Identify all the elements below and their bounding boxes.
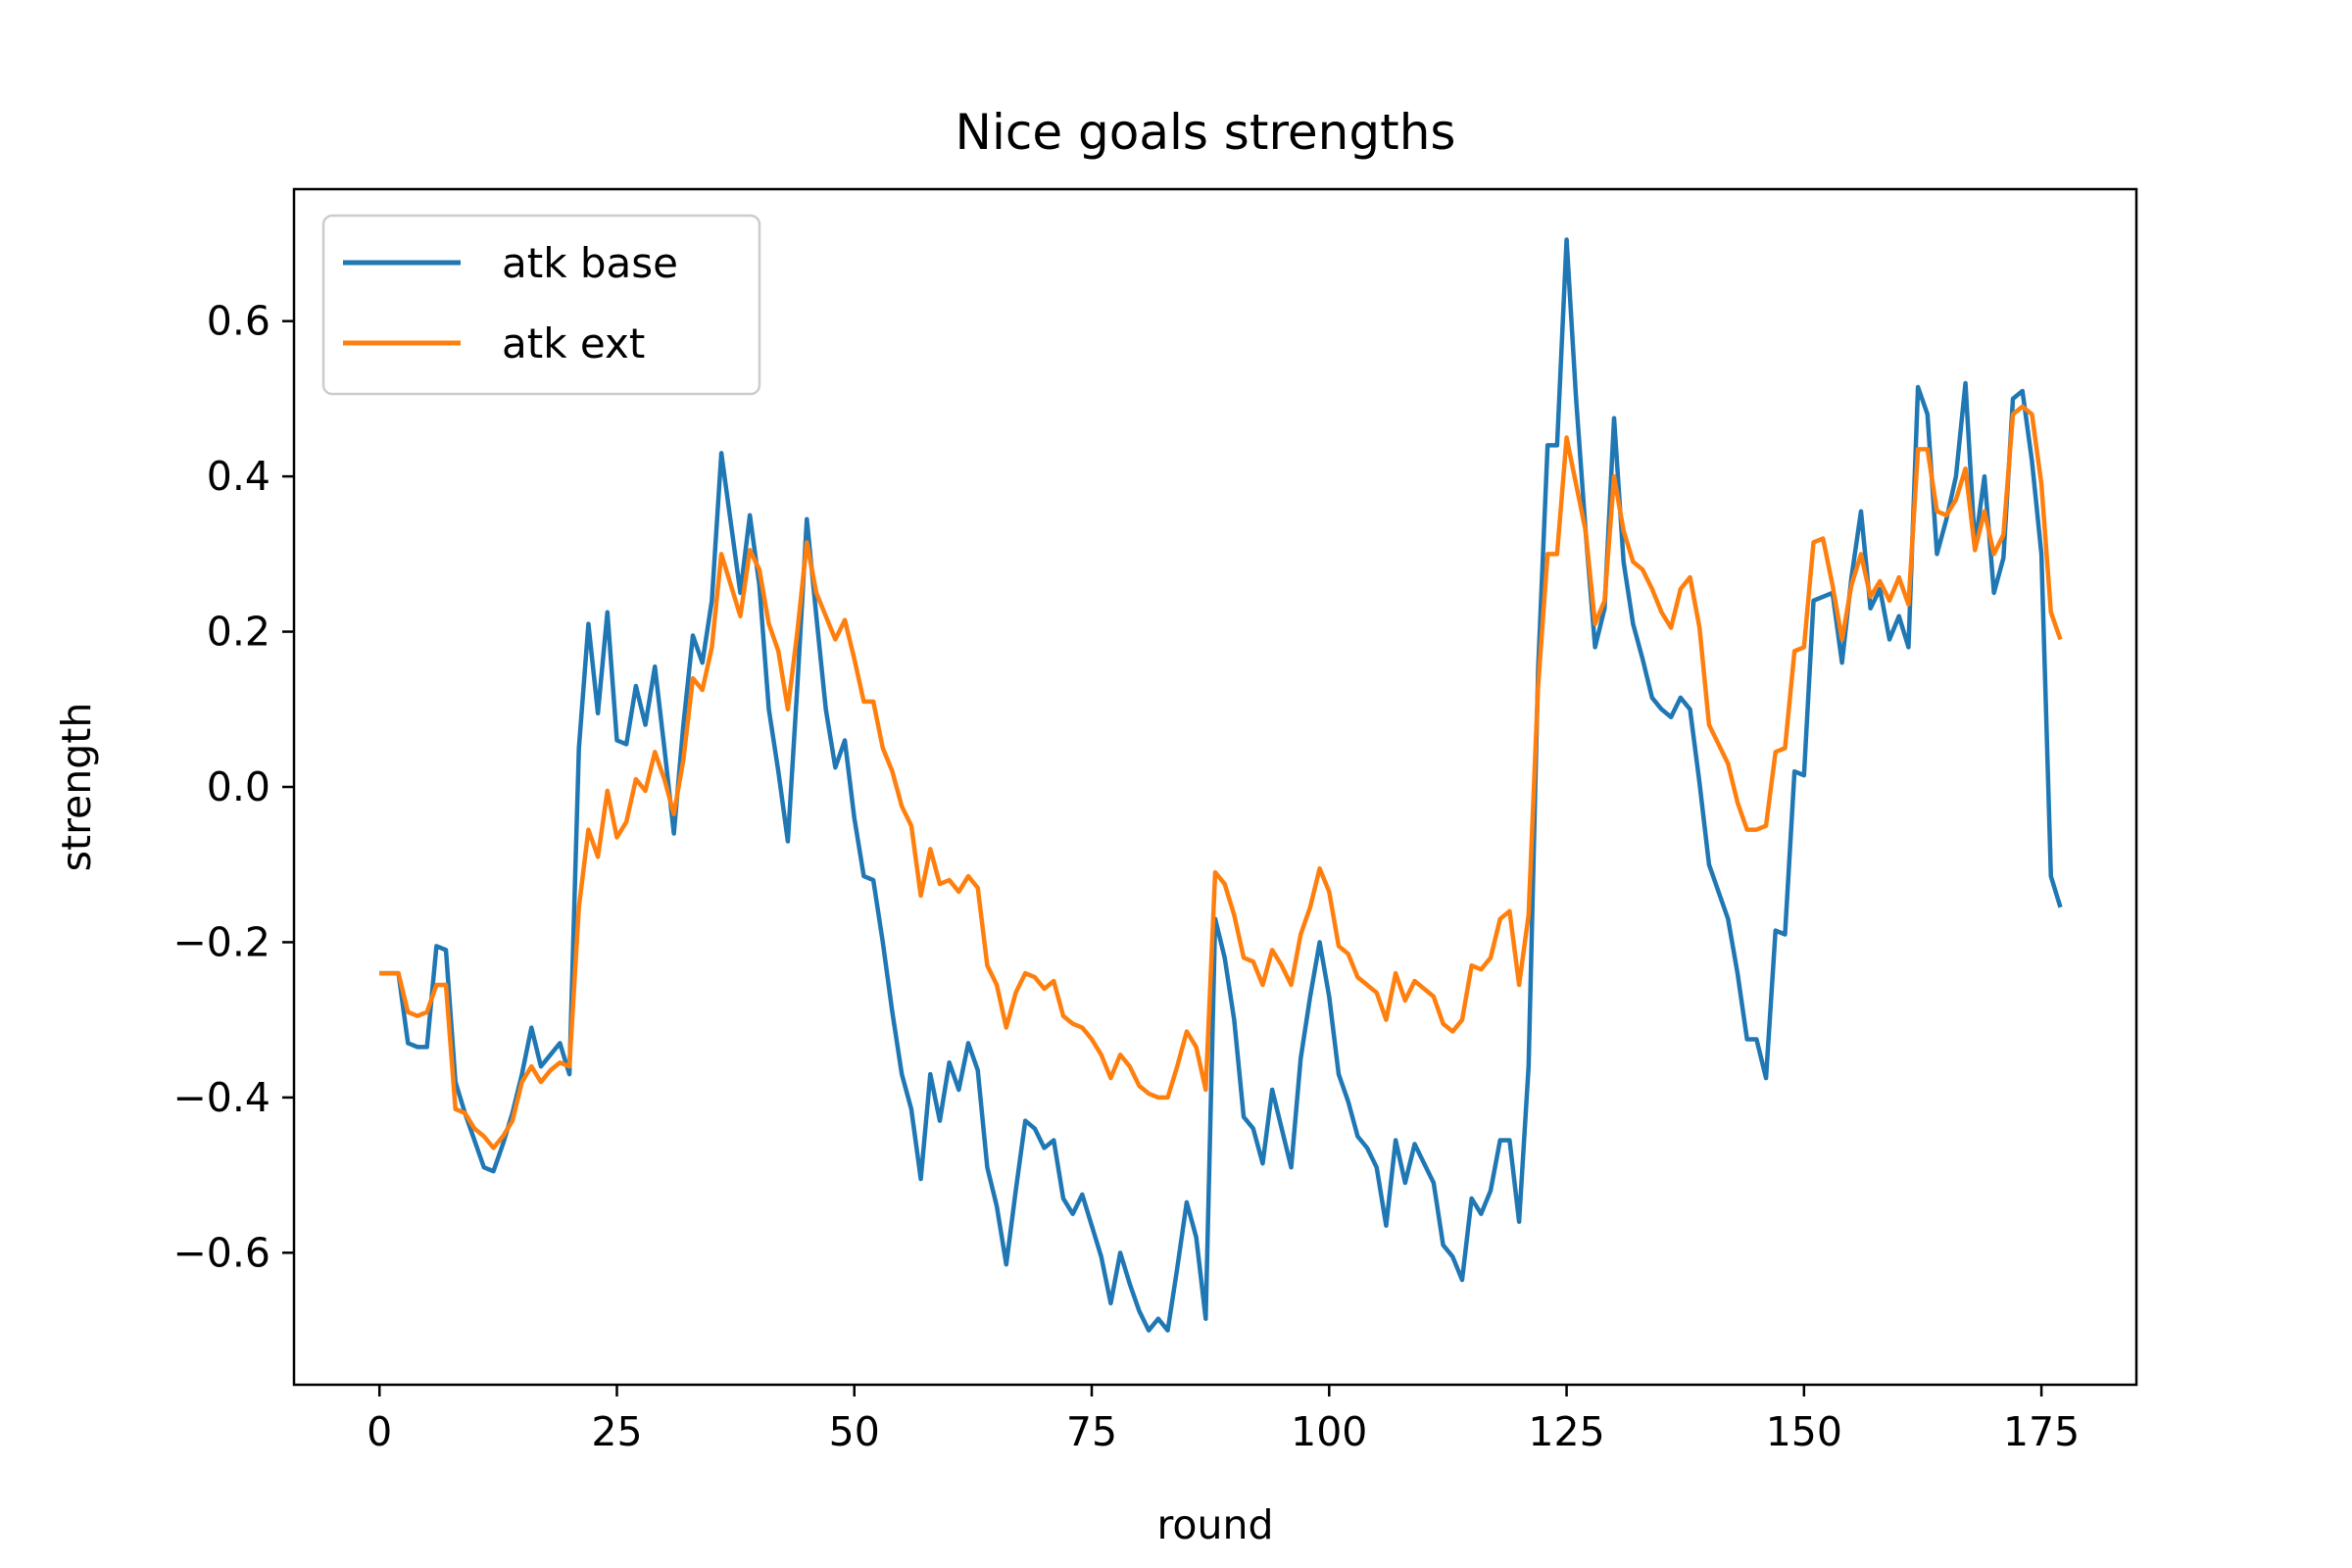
x-axis-ticks: 0 25 50 75 100 125 150 175 [367, 1385, 2080, 1455]
y-tick-label: 0.0 [207, 763, 270, 810]
y-tick-label: −0.2 [172, 918, 270, 965]
x-tick-label: 50 [829, 1408, 880, 1455]
y-axis-label: strength [53, 703, 100, 872]
x-tick-label: 150 [1766, 1408, 1842, 1455]
y-tick-label: −0.4 [172, 1074, 270, 1121]
x-tick-label: 175 [2003, 1408, 2080, 1455]
legend-label-atk-ext: atk ext [502, 319, 645, 368]
x-tick-label: 125 [1528, 1408, 1604, 1455]
x-tick-label: 25 [591, 1408, 642, 1455]
y-tick-label: 0.6 [207, 298, 270, 345]
series-line-atk-base [379, 237, 2063, 1333]
y-tick-label: 0.4 [207, 453, 270, 500]
x-tick-label: 100 [1291, 1408, 1367, 1455]
chart-title: Nice goals strengths [956, 104, 1456, 161]
y-tick-label: 0.2 [207, 609, 270, 656]
x-axis-label: round [1156, 1501, 1273, 1548]
x-tick-label: 75 [1066, 1408, 1117, 1455]
legend: atk base atk ext [321, 214, 761, 396]
plot-series-group [379, 237, 2063, 1333]
y-axis-ticks: −0.6 −0.4 −0.2 0.0 0.2 0.4 0.6 [172, 298, 294, 1276]
legend-label-atk-base: atk base [502, 239, 678, 287]
y-tick-label: −0.6 [172, 1229, 270, 1276]
x-tick-label: 0 [367, 1408, 392, 1455]
series-line-atk-ext [379, 404, 2063, 1151]
